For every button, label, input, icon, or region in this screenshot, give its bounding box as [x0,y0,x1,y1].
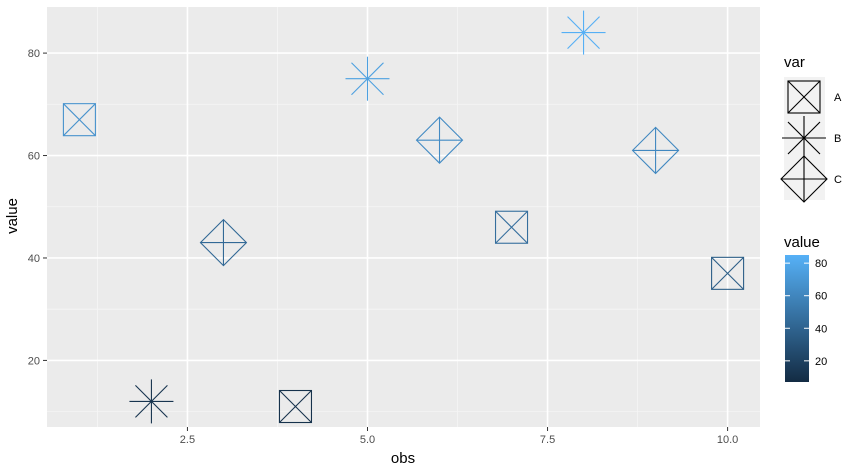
data-point-c [199,218,248,267]
data-points [62,10,745,424]
y-axis: 20 40 60 80 [28,48,47,367]
legend-label-b: B [834,133,841,145]
data-point-b [561,10,606,55]
data-point-c [415,116,464,164]
legend-key-a [787,80,821,114]
color-legend-title: value [784,234,820,251]
x-tick-label: 7.5 [540,434,555,446]
shape-legend: var A B C [780,54,842,203]
x-tick-label: 2.5 [180,434,195,446]
legend-label-c: C [834,174,842,186]
plot-panel [47,7,760,427]
data-point-b [129,379,174,424]
legend-key-b [782,116,826,160]
data-point-a [494,210,529,244]
legend-label-a: A [834,92,842,104]
y-tick-label: 20 [28,355,40,367]
data-point-a [62,103,96,137]
x-axis: 2.5 5.0 7.5 10.0 [180,427,738,446]
colorbar-tick-label: 40 [815,323,827,335]
data-point-a [278,389,313,424]
colorbar-tick-label: 20 [815,356,827,368]
colorbar [785,255,809,382]
x-axis-title: obs [391,450,415,465]
y-tick-label: 40 [28,253,40,265]
shape-legend-title: var [784,54,805,71]
colorbar-tick-label: 60 [815,291,827,303]
data-point-c [631,126,680,175]
color-legend: value 20 40 60 80 [784,234,827,382]
legend-key-c [780,155,828,203]
y-tick-label: 60 [28,151,40,163]
y-axis-title: value [4,198,21,234]
minor-gridlines [47,7,760,427]
major-gridlines [47,7,760,427]
x-tick-label: 10.0 [717,434,738,446]
x-tick-label: 5.0 [360,434,375,446]
colorbar-tick-label: 80 [815,258,827,270]
data-point-a [711,256,745,290]
data-point-b [345,56,390,101]
y-tick-label: 80 [28,48,40,60]
